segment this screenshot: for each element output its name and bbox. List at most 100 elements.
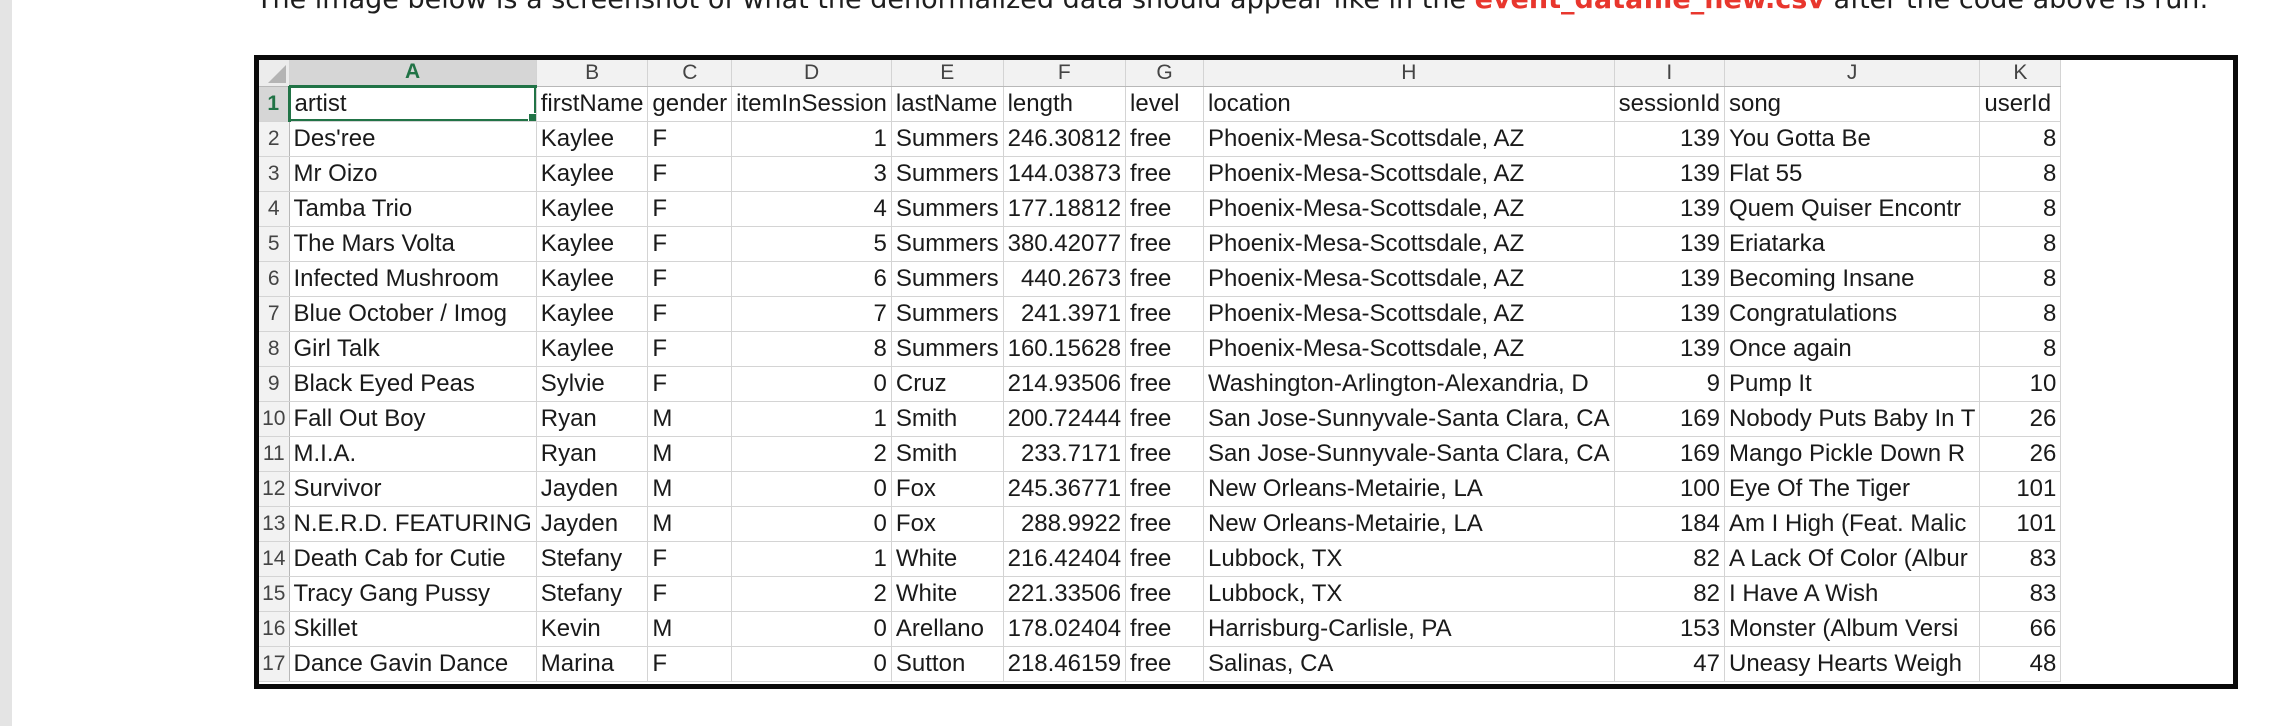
cell-artist[interactable]: Fall Out Boy [289, 401, 537, 437]
cell-level[interactable]: free [1125, 611, 1205, 647]
cell-song[interactable]: You Gotta Be [1724, 121, 1981, 157]
row-number[interactable]: 8 [259, 331, 290, 367]
select-all-corner[interactable] [259, 60, 290, 87]
cell-length[interactable]: 221.33506 [1003, 576, 1127, 612]
cell-gender[interactable]: F [647, 541, 733, 577]
cell-sessionid[interactable]: 82 [1614, 576, 1725, 612]
cell-iteminsession[interactable]: 0 [731, 611, 892, 647]
cell-firstname[interactable]: Sylvie [536, 366, 649, 402]
cell-userid[interactable]: 26 [1979, 401, 2062, 437]
cell-length[interactable]: 200.72444 [1003, 401, 1127, 437]
cell-song[interactable]: Congratulations [1724, 296, 1981, 332]
column-header-j[interactable]: J [1724, 60, 1981, 87]
cell-artist[interactable]: Death Cab for Cutie [289, 541, 537, 577]
cell-song[interactable]: Pump It [1724, 366, 1981, 402]
header-cell-iteminsession[interactable]: itemInSession [731, 86, 892, 122]
cell-sessionid[interactable]: 47 [1614, 646, 1725, 682]
cell-gender[interactable]: F [647, 261, 733, 297]
cell-level[interactable]: free [1125, 541, 1205, 577]
cell-firstname[interactable]: Kaylee [536, 296, 649, 332]
header-cell-sessionid[interactable]: sessionId [1614, 86, 1725, 122]
column-header-f[interactable]: F [1003, 60, 1127, 87]
cell-level[interactable]: free [1125, 156, 1205, 192]
fill-handle[interactable] [527, 112, 536, 120]
column-header-d[interactable]: D [731, 60, 892, 87]
cell-gender[interactable]: F [647, 646, 733, 682]
cell-gender[interactable]: M [647, 506, 733, 542]
row-number[interactable]: 15 [259, 576, 290, 612]
cell-sessionid[interactable]: 139 [1614, 226, 1725, 262]
cell-userid[interactable]: 8 [1979, 226, 2062, 262]
cell-lastname[interactable]: White [891, 541, 1004, 577]
header-cell-level[interactable]: level [1125, 86, 1205, 122]
cell-song[interactable]: Once again [1724, 331, 1981, 367]
cell-lastname[interactable]: Summers [891, 226, 1004, 262]
header-cell-userid[interactable]: userId [1979, 86, 2062, 122]
cell-song[interactable]: Eriatarka [1724, 226, 1981, 262]
cell-level[interactable]: free [1125, 226, 1205, 262]
cell-location[interactable]: Phoenix-Mesa-Scottsdale, AZ [1203, 156, 1615, 192]
cell-firstname[interactable]: Ryan [536, 436, 649, 472]
cell-level[interactable]: free [1125, 261, 1205, 297]
cell-location[interactable]: Lubbock, TX [1203, 541, 1615, 577]
cell-length[interactable]: 144.03873 [1003, 156, 1127, 192]
cell-artist[interactable]: Skillet [289, 611, 537, 647]
row-number[interactable]: 16 [259, 611, 290, 647]
cell-firstname[interactable]: Kaylee [536, 226, 649, 262]
cell-gender[interactable]: F [647, 296, 733, 332]
row-number[interactable]: 14 [259, 541, 290, 577]
cell-lastname[interactable]: Summers [891, 331, 1004, 367]
cell-iteminsession[interactable]: 0 [731, 646, 892, 682]
cell-level[interactable]: free [1125, 191, 1205, 227]
cell-artist[interactable]: Black Eyed Peas [289, 366, 537, 402]
cell-gender[interactable]: M [647, 401, 733, 437]
header-cell-song[interactable]: song [1724, 86, 1981, 122]
cell-sessionid[interactable]: 169 [1614, 436, 1725, 472]
cell-lastname[interactable]: Smith [891, 436, 1004, 472]
cell-lastname[interactable]: White [891, 576, 1004, 612]
cell-iteminsession[interactable]: 1 [731, 401, 892, 437]
cell-artist[interactable]: Infected Mushroom [289, 261, 537, 297]
cell-length[interactable]: 178.02404 [1003, 611, 1127, 647]
cell-sessionid[interactable]: 100 [1614, 471, 1725, 507]
cell-iteminsession[interactable]: 5 [731, 226, 892, 262]
cell-level[interactable]: free [1125, 436, 1205, 472]
cell-userid[interactable]: 26 [1979, 436, 2062, 472]
cell-lastname[interactable]: Cruz [891, 366, 1004, 402]
cell-firstname[interactable]: Kaylee [536, 331, 649, 367]
cell-firstname[interactable]: Kevin [536, 611, 649, 647]
cell-length[interactable]: 177.18812 [1003, 191, 1127, 227]
row-number[interactable]: 4 [259, 191, 290, 227]
cell-song[interactable]: Flat 55 [1724, 156, 1981, 192]
row-number[interactable]: 7 [259, 296, 290, 332]
column-header-k[interactable]: K [1979, 60, 2062, 87]
row-number[interactable]: 10 [259, 401, 290, 437]
header-cell-lastname[interactable]: lastName [891, 86, 1004, 122]
row-number[interactable]: 9 [259, 366, 290, 402]
cell-artist[interactable]: Des'ree [289, 121, 537, 157]
cell-lastname[interactable]: Summers [891, 156, 1004, 192]
cell-length[interactable]: 214.93506 [1003, 366, 1127, 402]
cell-artist[interactable]: M.I.A. [289, 436, 537, 472]
cell-userid[interactable]: 8 [1979, 156, 2062, 192]
cell-location[interactable]: Phoenix-Mesa-Scottsdale, AZ [1203, 296, 1615, 332]
cell-sessionid[interactable]: 139 [1614, 156, 1725, 192]
cell-sessionid[interactable]: 9 [1614, 366, 1725, 402]
cell-userid[interactable]: 8 [1979, 261, 2062, 297]
cell-sessionid[interactable]: 184 [1614, 506, 1725, 542]
cell-userid[interactable]: 66 [1979, 611, 2062, 647]
cell-iteminsession[interactable]: 8 [731, 331, 892, 367]
cell-length[interactable]: 160.15628 [1003, 331, 1127, 367]
cell-iteminsession[interactable]: 6 [731, 261, 892, 297]
cell-userid[interactable]: 83 [1979, 541, 2062, 577]
cell-location[interactable]: Phoenix-Mesa-Scottsdale, AZ [1203, 226, 1615, 262]
cell-lastname[interactable]: Summers [891, 191, 1004, 227]
cell-song[interactable]: Nobody Puts Baby In T [1724, 401, 1981, 437]
cell-length[interactable]: 241.3971 [1003, 296, 1127, 332]
cell-song[interactable]: Quem Quiser Encontr [1724, 191, 1981, 227]
cell-location[interactable]: New Orleans-Metairie, LA [1203, 506, 1615, 542]
cell-iteminsession[interactable]: 2 [731, 436, 892, 472]
cell-sessionid[interactable]: 169 [1614, 401, 1725, 437]
cell-gender[interactable]: F [647, 331, 733, 367]
cell-song[interactable]: A Lack Of Color (Albur [1724, 541, 1981, 577]
